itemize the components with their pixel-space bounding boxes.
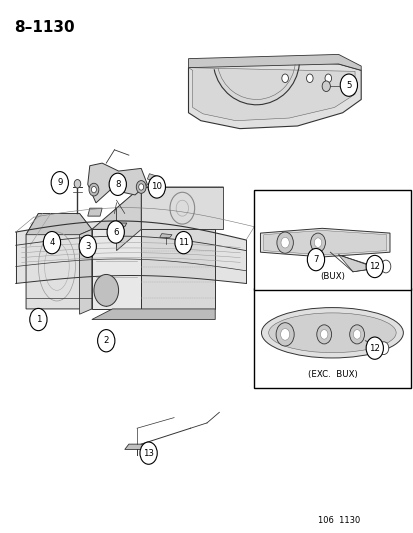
Polygon shape bbox=[110, 223, 126, 227]
Circle shape bbox=[339, 74, 357, 96]
Text: 3: 3 bbox=[85, 242, 90, 251]
Circle shape bbox=[109, 173, 126, 196]
Text: (EXC.  BUX): (EXC. BUX) bbox=[307, 370, 356, 379]
Circle shape bbox=[175, 231, 192, 254]
Circle shape bbox=[79, 235, 96, 257]
Polygon shape bbox=[92, 309, 215, 319]
Text: 6: 6 bbox=[113, 228, 118, 237]
Text: 4: 4 bbox=[49, 238, 55, 247]
Polygon shape bbox=[188, 68, 354, 120]
Polygon shape bbox=[147, 174, 157, 182]
Circle shape bbox=[74, 180, 81, 188]
Text: 1: 1 bbox=[36, 315, 41, 324]
Text: 10: 10 bbox=[151, 182, 162, 191]
Text: 9: 9 bbox=[57, 178, 62, 187]
Circle shape bbox=[380, 260, 390, 273]
Circle shape bbox=[97, 329, 115, 352]
Circle shape bbox=[138, 184, 143, 190]
Circle shape bbox=[310, 233, 325, 252]
Circle shape bbox=[140, 442, 157, 464]
Circle shape bbox=[107, 221, 124, 243]
Polygon shape bbox=[263, 230, 386, 255]
Circle shape bbox=[365, 255, 382, 278]
Text: 2: 2 bbox=[103, 336, 109, 345]
Circle shape bbox=[281, 74, 288, 83]
Text: (BUX): (BUX) bbox=[319, 272, 344, 281]
Text: 8: 8 bbox=[115, 180, 120, 189]
Circle shape bbox=[136, 181, 146, 193]
Polygon shape bbox=[338, 255, 379, 272]
Circle shape bbox=[320, 329, 327, 339]
Polygon shape bbox=[141, 229, 215, 309]
Ellipse shape bbox=[261, 308, 402, 358]
Ellipse shape bbox=[94, 274, 118, 306]
Text: 12: 12 bbox=[368, 344, 380, 353]
Text: 8–1130: 8–1130 bbox=[14, 20, 74, 35]
Circle shape bbox=[378, 342, 388, 354]
Polygon shape bbox=[188, 54, 360, 70]
Text: 12: 12 bbox=[368, 262, 380, 271]
Polygon shape bbox=[124, 444, 149, 449]
Polygon shape bbox=[92, 229, 141, 309]
Circle shape bbox=[275, 322, 294, 346]
Polygon shape bbox=[26, 214, 92, 309]
Circle shape bbox=[91, 187, 96, 193]
Text: 7: 7 bbox=[313, 255, 318, 264]
Circle shape bbox=[349, 325, 363, 344]
Circle shape bbox=[30, 309, 47, 330]
Polygon shape bbox=[92, 208, 215, 229]
Polygon shape bbox=[188, 60, 360, 128]
Circle shape bbox=[148, 176, 165, 198]
Polygon shape bbox=[260, 228, 389, 257]
Circle shape bbox=[313, 238, 321, 247]
Circle shape bbox=[324, 74, 331, 83]
Bar bbox=[254, 288, 410, 389]
Polygon shape bbox=[141, 187, 223, 229]
Ellipse shape bbox=[268, 313, 395, 353]
Polygon shape bbox=[159, 233, 172, 237]
Text: 5: 5 bbox=[345, 80, 351, 90]
Circle shape bbox=[365, 337, 382, 359]
Polygon shape bbox=[88, 163, 147, 203]
Circle shape bbox=[306, 74, 312, 83]
Circle shape bbox=[316, 325, 331, 344]
Circle shape bbox=[306, 248, 324, 271]
Circle shape bbox=[276, 232, 293, 253]
Polygon shape bbox=[116, 187, 141, 251]
Polygon shape bbox=[116, 187, 223, 208]
Text: 11: 11 bbox=[178, 238, 189, 247]
Polygon shape bbox=[26, 214, 92, 235]
Bar bbox=[254, 190, 410, 290]
Circle shape bbox=[51, 172, 68, 194]
Polygon shape bbox=[79, 229, 92, 314]
Circle shape bbox=[280, 328, 289, 340]
Text: 106  1130: 106 1130 bbox=[317, 516, 359, 525]
Circle shape bbox=[89, 183, 99, 196]
Polygon shape bbox=[88, 208, 102, 216]
Circle shape bbox=[280, 237, 289, 248]
Circle shape bbox=[43, 231, 60, 254]
Circle shape bbox=[321, 81, 330, 92]
Text: 13: 13 bbox=[143, 449, 154, 458]
Circle shape bbox=[353, 329, 360, 339]
